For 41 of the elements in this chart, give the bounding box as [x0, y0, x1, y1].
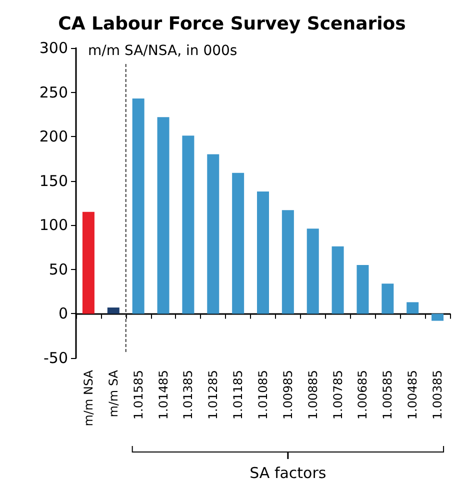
bar	[282, 210, 294, 314]
y-tick-label: 300	[39, 39, 68, 57]
bar	[432, 314, 444, 321]
bar	[382, 284, 394, 314]
y-tick-label: 250	[39, 83, 68, 102]
chart-title: CA Labour Force Survey Scenarios	[58, 14, 406, 34]
y-tick-label: 50	[48, 260, 68, 278]
bar	[232, 172, 244, 314]
x-tick-label: 1.00585	[380, 370, 395, 420]
x-tick-label: 1.00485	[406, 370, 420, 420]
bar	[157, 117, 170, 314]
y-tick-label: 200	[39, 128, 68, 146]
x-tick-label: 1.00685	[356, 370, 370, 420]
bar	[306, 228, 319, 314]
bar	[406, 302, 419, 314]
x-tick-label: 1.01285	[206, 370, 220, 420]
x-tick-label: 1.00785	[330, 370, 345, 420]
x-tick-label: 1.01585	[131, 370, 146, 420]
x-tick-label: 1.01185	[231, 370, 246, 420]
x-tick-label: 1.00385	[430, 370, 445, 420]
text: SA factors	[250, 464, 326, 482]
x-tick-label: 1.01385	[181, 370, 196, 420]
x-tick-label: 1.01485	[156, 370, 170, 420]
bar	[182, 136, 194, 314]
x-tick-label: 1.00985	[280, 370, 295, 420]
bar	[332, 246, 344, 314]
bar	[132, 98, 144, 314]
x-tick-label: 1.00885	[306, 370, 320, 420]
bar	[82, 212, 94, 314]
bar	[356, 265, 369, 314]
x-tick-label: 1.01085	[256, 370, 270, 420]
y-tick-label: 0	[58, 304, 68, 323]
x-tick-label: m/m SA	[106, 369, 120, 418]
y-axis-title: m/m SA/NSA, in 000s	[88, 43, 238, 59]
bar	[207, 154, 220, 314]
bar	[257, 191, 269, 314]
bar	[107, 308, 120, 314]
y-tick-label: -50	[44, 349, 68, 367]
x-tick-label: m/m NSA	[81, 369, 96, 426]
y-tick-label: 150	[39, 172, 68, 190]
y-tick-label: 100	[39, 216, 68, 234]
